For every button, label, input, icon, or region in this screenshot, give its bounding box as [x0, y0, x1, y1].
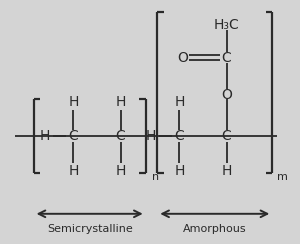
- Text: C: C: [222, 51, 231, 65]
- Text: H: H: [146, 129, 156, 143]
- Text: C: C: [222, 129, 231, 143]
- Text: C: C: [175, 129, 184, 143]
- Text: H: H: [174, 164, 184, 178]
- Text: H: H: [221, 164, 232, 178]
- Text: C: C: [116, 129, 125, 143]
- Text: O: O: [177, 51, 188, 65]
- Text: m: m: [278, 172, 288, 182]
- Text: H: H: [39, 129, 50, 143]
- Text: Semicrystalline: Semicrystalline: [47, 224, 133, 234]
- Text: H: H: [174, 95, 184, 109]
- Text: Amorphous: Amorphous: [183, 224, 247, 234]
- Text: H: H: [68, 95, 79, 109]
- Text: H: H: [116, 95, 126, 109]
- Text: H₃C: H₃C: [214, 19, 239, 32]
- Text: H: H: [116, 164, 126, 178]
- Text: n: n: [152, 172, 159, 182]
- Text: O: O: [221, 88, 232, 102]
- Text: C: C: [69, 129, 78, 143]
- Text: H: H: [68, 164, 79, 178]
